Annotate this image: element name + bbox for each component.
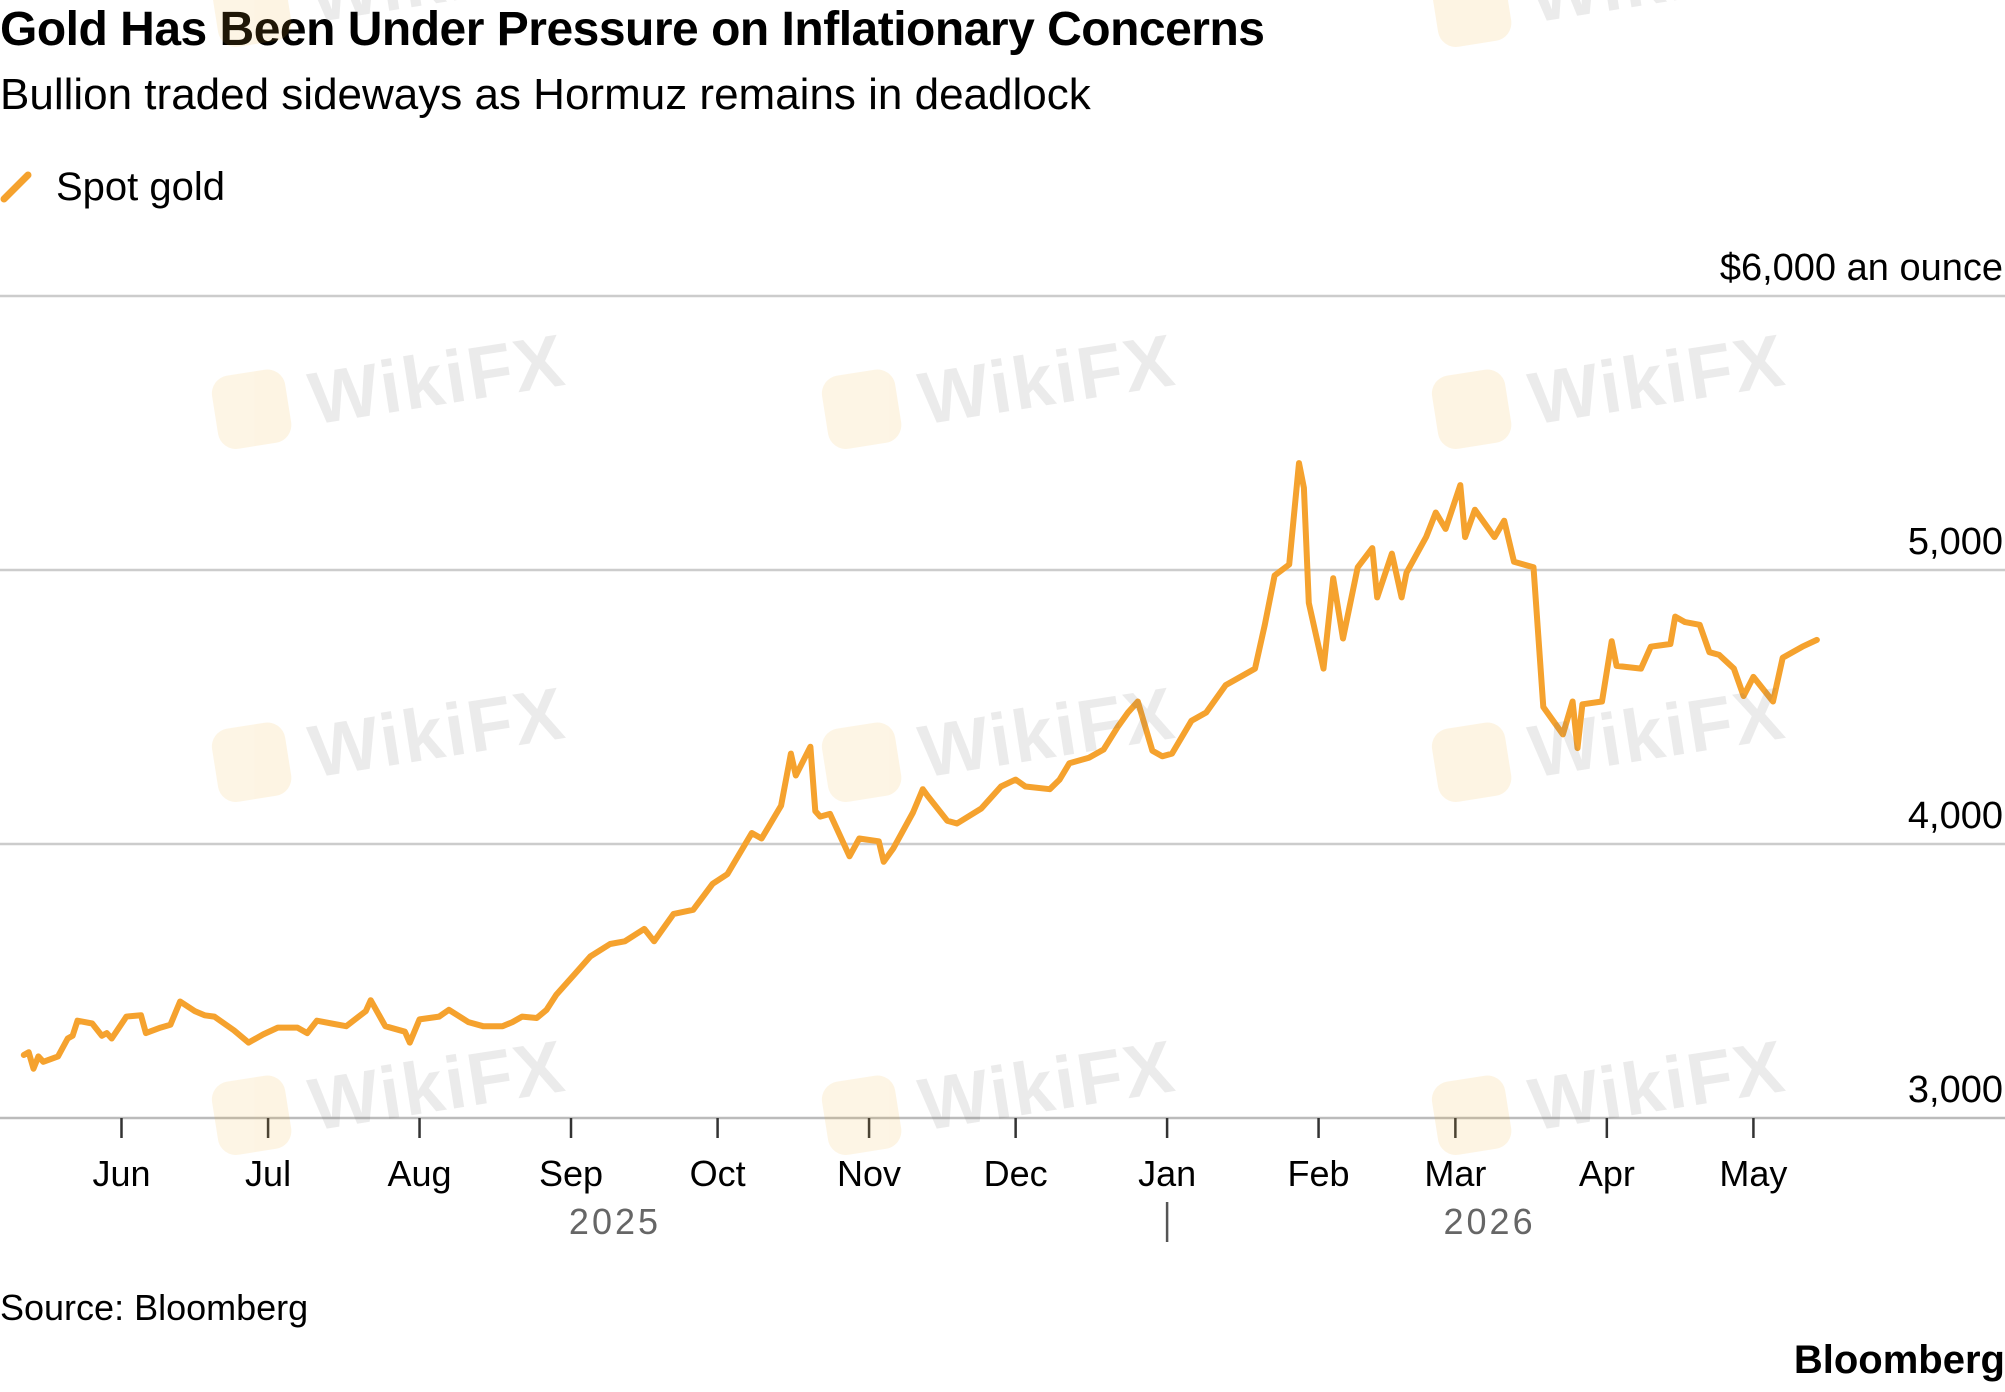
y-tick-label: 3,000 [1908,1069,2003,1111]
brand-logo: Bloomberg [1793,1338,2005,1382]
watermark-text: WikiFX [1523,0,1791,39]
x-tick-label: Jul [245,1153,291,1194]
y-tick-label: 5,000 [1908,521,2003,563]
x-tick-label: Nov [837,1153,901,1194]
series-line-spot-gold [20,460,1820,1072]
source-note: Source: Bloomberg [0,1287,309,1328]
line-swatch-icon [0,171,32,203]
x-tick-label: Oct [690,1153,746,1194]
line-chart: $6,000 an ounce 5,000 4,000 3,000 Jun Jul Aug S… [0,247,2005,1242]
y-tick-label: 4,000 [1908,795,2003,837]
x-tick-label: Aug [388,1153,452,1194]
watermark: WikiFX [1428,0,1791,54]
x-tick-label: Mar [1424,1153,1486,1194]
chart-title: Gold Has Been Under Pressure on Inflatio… [0,3,1265,56]
x-tick-label: Jan [1138,1153,1196,1194]
year-label: 2026 [1444,1201,1536,1242]
x-tick-label: Sep [539,1153,603,1194]
x-tick-label: Dec [984,1153,1048,1194]
year-label: 2025 [569,1201,661,1242]
chart-subtitle: Bullion traded sideways as Hormuz remain… [0,70,1091,119]
legend: Spot gold [0,162,225,212]
y-tick-label: $6,000 an ounce [1720,247,2003,289]
wikifx-logo-icon [1429,0,1514,50]
x-tick-label: Feb [1288,1153,1350,1194]
x-tick-label: Apr [1579,1153,1635,1194]
x-tick-label: May [1719,1153,1787,1194]
legend-label: Spot gold [56,164,226,209]
x-tick-label: Jun [92,1153,150,1194]
